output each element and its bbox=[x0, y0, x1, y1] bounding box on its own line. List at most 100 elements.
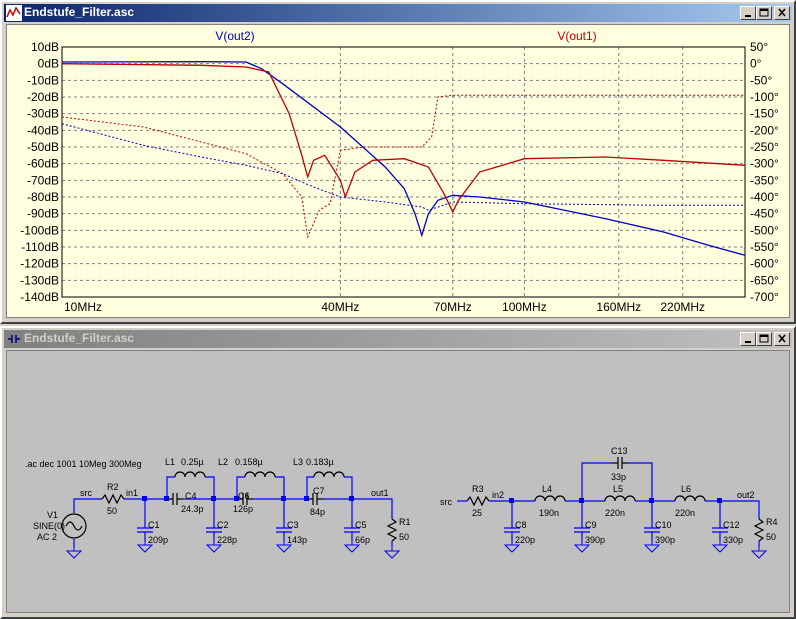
phase-trace-vout1[interactable] bbox=[61, 94, 745, 239]
y-tick-label: 10dB bbox=[31, 40, 59, 54]
schematic-canvas[interactable]: .ac dec 1001 10Meg 300Meg V1 SINE(0) AC … bbox=[6, 350, 790, 613]
x-axis: 10MHz 40MHz 70MHz 100MHz 160MHz 220MHz bbox=[64, 300, 705, 314]
label-r3-value: 25 bbox=[472, 508, 482, 518]
circuit2-junctions bbox=[509, 498, 722, 503]
net-label-src2: src bbox=[440, 497, 452, 507]
label-c3-value: 143p bbox=[287, 535, 307, 545]
label-v1-ac: AC 2 bbox=[37, 532, 57, 542]
y-tick-label: 0dB bbox=[38, 57, 59, 71]
voltage-source-v1[interactable] bbox=[61, 513, 87, 559]
circuit1-wires bbox=[73, 476, 393, 547]
plot-window[interactable]: Endstufe_Filter.asc 10dB 0dB -10dB -20dB -30… bbox=[0, 0, 796, 324]
label-c12-value: 330p bbox=[723, 535, 743, 545]
y2-tick-label: -400° bbox=[750, 190, 779, 204]
label-r4: R4 bbox=[766, 517, 778, 527]
y-tick-label: -110dB bbox=[21, 240, 59, 254]
inductor-l5[interactable] bbox=[604, 495, 636, 502]
y-tick-label: -130dB bbox=[20, 273, 59, 287]
label-l4: L4 bbox=[542, 484, 552, 494]
y-tick-label: -50dB bbox=[27, 140, 59, 154]
y2-tick-label: -350° bbox=[750, 173, 779, 187]
y2-tick-label: -700° bbox=[750, 290, 779, 304]
label-c9-value: 390p bbox=[585, 535, 605, 545]
y-tick-label: -80dB bbox=[27, 190, 59, 204]
y2-tick-label: -50° bbox=[750, 73, 772, 87]
label-l3-value: 0.183µ bbox=[306, 457, 334, 467]
y2-tick-label: -200° bbox=[750, 123, 779, 137]
schematic-window[interactable]: Endstufe_Filter.asc bbox=[0, 326, 796, 619]
y-tick-label: -20dB bbox=[27, 90, 59, 104]
waveform-plot: 10dB 0dB -10dB -20dB -30dB -40dB -50dB -60dB -70… bbox=[20, 29, 779, 314]
y2-tick-label: -550° bbox=[750, 240, 779, 254]
net-label-out1: out1 bbox=[371, 488, 389, 498]
label-c6: C6 bbox=[238, 491, 250, 501]
y-tick-label: -40dB bbox=[27, 123, 59, 137]
resistor-r3[interactable] bbox=[466, 496, 490, 506]
label-c10-value: 390p bbox=[655, 535, 675, 545]
magnitude-trace-vout2[interactable] bbox=[61, 61, 746, 256]
label-l5-value: 220n bbox=[605, 508, 625, 518]
waveform-app-icon bbox=[6, 5, 22, 21]
plot-window-title: Endstufe_Filter.asc bbox=[24, 5, 135, 19]
close-button[interactable] bbox=[774, 332, 790, 346]
spice-directive[interactable]: .ac dec 1001 10Meg 300Meg bbox=[25, 459, 142, 469]
y2-tick-label: -100° bbox=[750, 90, 779, 104]
label-l3: L3 bbox=[293, 457, 303, 467]
label-l4-value: 190n bbox=[539, 508, 559, 518]
label-l2-value: 0.158µ bbox=[235, 457, 263, 467]
net-label-out2: out2 bbox=[737, 490, 755, 500]
label-r1: R1 bbox=[399, 517, 411, 527]
y-tick-label: -10dB bbox=[27, 73, 59, 87]
minimize-button[interactable] bbox=[740, 332, 756, 346]
label-c1-value: 209p bbox=[148, 535, 168, 545]
label-c2-value: 228p bbox=[217, 535, 237, 545]
schematic-window-title: Endstufe_Filter.asc bbox=[24, 331, 135, 345]
maximize-button[interactable] bbox=[756, 6, 772, 20]
x-tick-label: 10MHz bbox=[64, 300, 102, 314]
resistor-r2[interactable] bbox=[101, 494, 125, 504]
inductor-l6[interactable] bbox=[674, 495, 706, 502]
trace-label-vout1[interactable]: V(out1) bbox=[557, 29, 596, 43]
maximize-button[interactable] bbox=[756, 332, 772, 346]
y2-tick-label: -500° bbox=[750, 223, 779, 237]
resistor-r4[interactable] bbox=[754, 518, 764, 542]
y-axis-right: 50° 0° -50° -100° -150° -200° -250° -300° -350° -… bbox=[750, 40, 779, 304]
y2-tick-label: -300° bbox=[750, 157, 779, 171]
minimize-button[interactable] bbox=[740, 6, 756, 20]
y-axis-left: 10dB 0dB -10dB -20dB -30dB -40dB -50dB -60dB -70… bbox=[20, 40, 59, 304]
label-l1: L1 bbox=[165, 457, 175, 467]
label-c4-value: 24.3p bbox=[181, 504, 204, 514]
label-c5-value: 66p bbox=[355, 535, 370, 545]
y-tick-label: -140dB bbox=[20, 290, 59, 304]
magnitude-trace-vout1[interactable] bbox=[61, 63, 746, 214]
x-tick-label: 40MHz bbox=[321, 300, 359, 314]
y-tick-label: -30dB bbox=[27, 107, 59, 121]
label-r2-value: 50 bbox=[107, 506, 117, 516]
inductor-l2[interactable] bbox=[244, 471, 276, 478]
label-c1: C1 bbox=[148, 520, 160, 530]
inductor-l4[interactable] bbox=[534, 495, 566, 502]
inductor-l1[interactable] bbox=[174, 471, 206, 478]
label-l1-value: 0.25µ bbox=[181, 457, 204, 467]
label-c4: C4 bbox=[185, 491, 197, 501]
plot-window-titlebar[interactable]: Endstufe_Filter.asc bbox=[4, 4, 792, 22]
waveform-plot-area[interactable]: 10dB 0dB -10dB -20dB -30dB -40dB -50dB -60dB -70… bbox=[6, 24, 790, 318]
label-c8-value: 220p bbox=[515, 535, 535, 545]
resistor-r1[interactable] bbox=[387, 518, 397, 542]
label-c5: C5 bbox=[355, 520, 367, 530]
inductor-l3[interactable] bbox=[313, 471, 345, 478]
label-c2: C2 bbox=[217, 520, 229, 530]
schematic-drawing: .ac dec 1001 10Meg 300Meg V1 SINE(0) AC … bbox=[25, 446, 778, 559]
schematic-app-icon bbox=[6, 331, 22, 347]
label-c7: C7 bbox=[313, 486, 325, 496]
x-tick-label: 220MHz bbox=[660, 300, 705, 314]
trace-label-vout2[interactable]: V(out2) bbox=[215, 29, 254, 43]
close-button[interactable] bbox=[774, 6, 790, 20]
label-c8: C8 bbox=[515, 520, 527, 530]
label-l6-value: 220n bbox=[675, 508, 695, 518]
y-tick-label: -90dB bbox=[27, 207, 59, 221]
schematic-window-titlebar[interactable]: Endstufe_Filter.asc bbox=[4, 330, 792, 348]
capacitor-c13[interactable] bbox=[611, 456, 629, 470]
label-c6-value: 126p bbox=[233, 504, 253, 514]
y2-tick-label: -250° bbox=[750, 140, 779, 154]
